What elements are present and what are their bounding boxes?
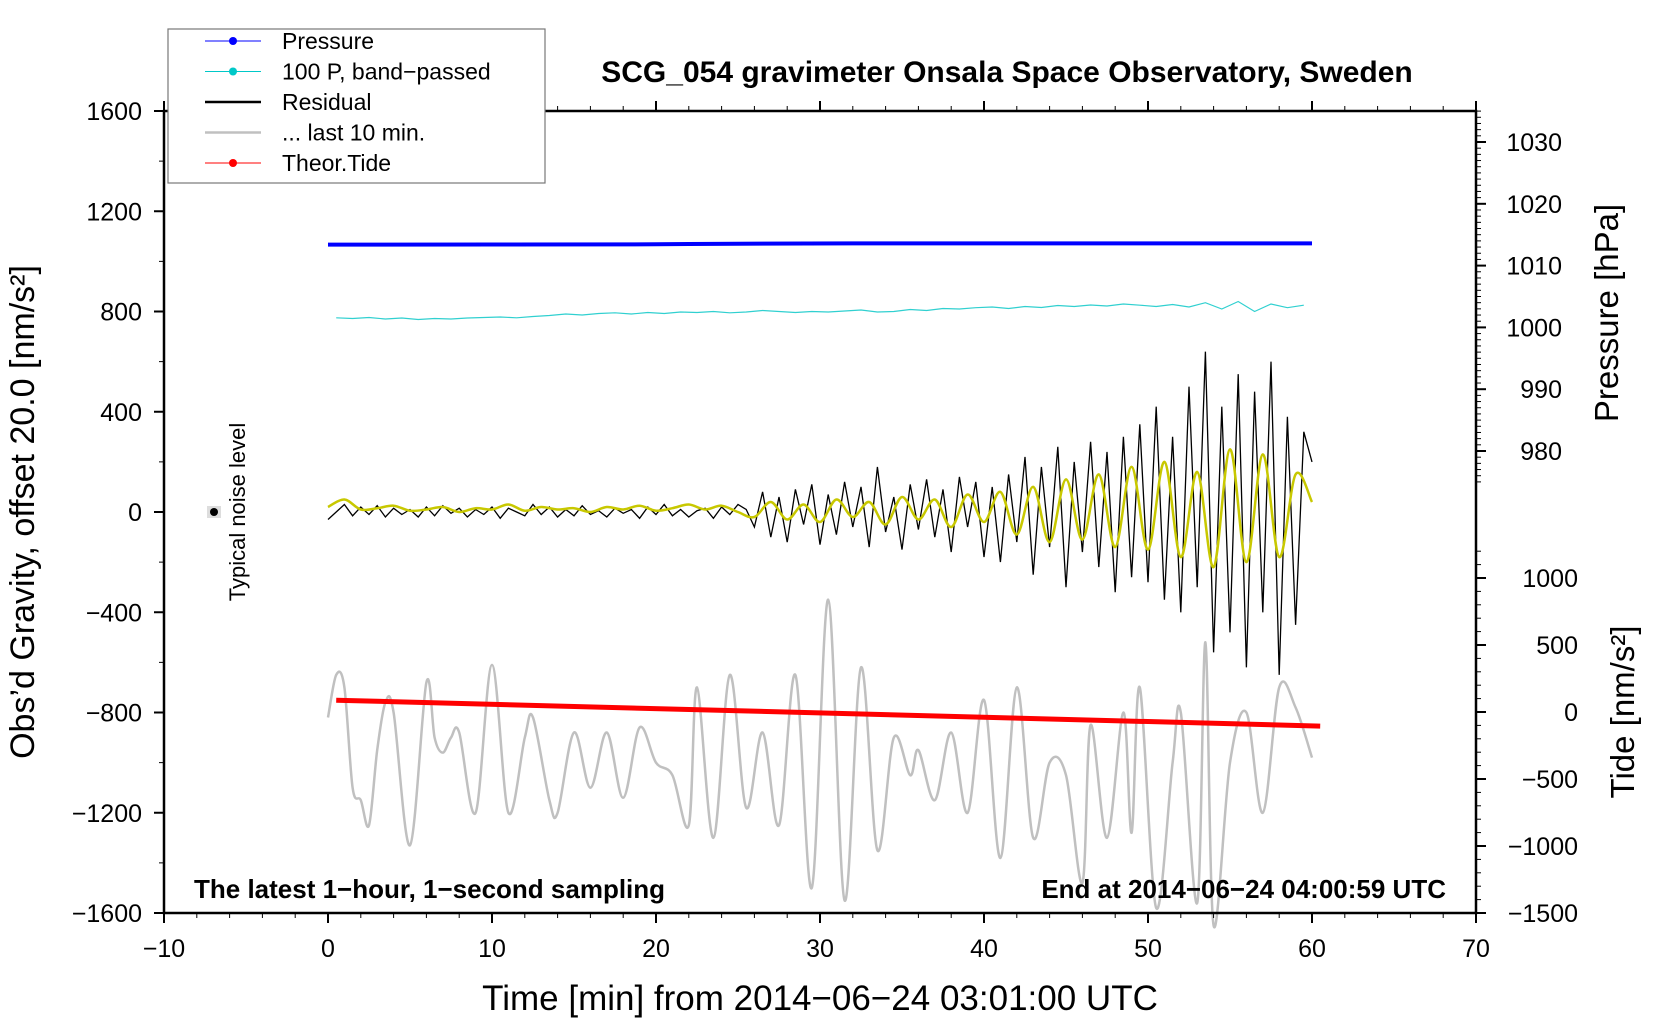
legend-label-0: Pressure (282, 28, 374, 54)
y-tick-label: −1200 (72, 800, 142, 828)
series-band-passed (336, 300, 1304, 321)
annotation-end-time: End at 2014−06−24 04:00:59 UTC (1041, 874, 1446, 904)
y-axis-label: Obs’d Gravity, offset 20.0 [nm/s²] (4, 265, 42, 759)
x-tick-label: 30 (806, 935, 834, 963)
pressure-tick-label: 1020 (1506, 191, 1562, 219)
annotation-sampling: The latest 1−hour, 1−second sampling (194, 874, 665, 904)
chart-title: SCG_054 gravimeter Onsala Space Observat… (601, 56, 1413, 89)
y-tick-label: −400 (86, 599, 142, 627)
legend-label-4: Theor.Tide (282, 150, 391, 176)
series-pressure (327, 241, 1312, 247)
pressure-axis-label: Pressure [hPa] (1588, 204, 1625, 422)
y-tick-label: 0 (128, 499, 142, 527)
pressure-tick-label: 990 (1520, 376, 1562, 404)
pressure-tick-label: 980 (1520, 438, 1562, 466)
plot-frame (162, 109, 1478, 915)
series-residual-smoothed (327, 448, 1314, 569)
y-tick-label: 1200 (86, 198, 142, 226)
x-tick-label: −10 (143, 935, 185, 963)
y-tick-label: −1600 (72, 900, 142, 928)
y-tick-label: 400 (100, 399, 142, 427)
legend-marker-1 (229, 67, 237, 76)
noise-level-label: Typical noise level (225, 423, 250, 602)
pressure-tick-label: 1000 (1506, 314, 1562, 342)
legend-label-1: 100 P, band−passed (282, 59, 491, 85)
pressure-tick-label: 1010 (1506, 253, 1562, 281)
tide-tick-label: −1000 (1508, 833, 1578, 861)
y-tick-label: −800 (86, 700, 142, 728)
legend-marker-4 (229, 159, 237, 167)
y-tick-label: 800 (100, 299, 142, 327)
x-tick-label: 20 (642, 935, 670, 963)
x-tick-label: 40 (970, 935, 998, 963)
tide-axis-label: Tide [nm/s²] (1604, 626, 1641, 799)
noise-level-dot (210, 508, 218, 516)
tide-tick-label: 0 (1564, 699, 1578, 727)
noise-level-indicator: Typical noise level (207, 423, 250, 602)
pressure-tick-label: 1030 (1506, 129, 1562, 157)
x-tick-label: 10 (478, 935, 506, 963)
tide-tick-label: 500 (1536, 632, 1578, 660)
legend-box (167, 28, 546, 184)
x-tick-label: 0 (321, 935, 335, 963)
axis-ticks: −10 0 10 20 30 40 50 60 70−1600−1200−800−4000400… (72, 98, 1578, 963)
x-tick-label: 60 (1298, 935, 1326, 963)
x-tick-label: 70 (1462, 935, 1490, 963)
x-tick-label: 50 (1134, 935, 1162, 963)
legend-label-2: Residual (282, 89, 372, 115)
series-theor-tide (336, 697, 1321, 729)
y-tick-label: 1600 (86, 98, 142, 126)
series-residual (327, 351, 1313, 675)
tide-tick-label: −500 (1522, 766, 1578, 794)
x-axis-label: Time [min] from 2014−06−24 03:01:00 UTC (482, 979, 1158, 1018)
legend-label-3: ... last 10 min. (282, 120, 425, 146)
legend: Pressure 100 P, band−passed Residual ... la… (167, 28, 546, 184)
legend-marker-0 (229, 37, 237, 45)
tide-tick-label: 1000 (1522, 565, 1578, 593)
series-last-10-min (326, 598, 1314, 929)
tide-tick-label: −1500 (1508, 900, 1578, 928)
plot-series (326, 241, 1321, 929)
